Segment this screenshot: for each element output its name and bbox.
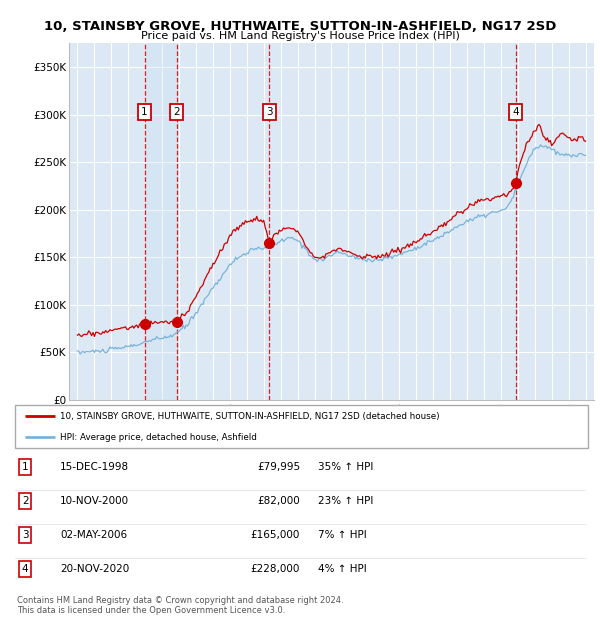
Text: Price paid vs. HM Land Registry's House Price Index (HPI): Price paid vs. HM Land Registry's House … — [140, 31, 460, 41]
Text: 23% ↑ HPI: 23% ↑ HPI — [318, 496, 373, 506]
Bar — [145, 43, 177, 400]
Text: £82,000: £82,000 — [257, 496, 300, 506]
Text: HPI: Average price, detached house, Ashfield: HPI: Average price, detached house, Ashf… — [59, 433, 257, 441]
Text: 1: 1 — [22, 462, 29, 472]
Text: 1: 1 — [141, 107, 148, 117]
Text: Contains HM Land Registry data © Crown copyright and database right 2024.
This d: Contains HM Land Registry data © Crown c… — [17, 596, 343, 615]
Text: £79,995: £79,995 — [257, 462, 300, 472]
Text: £165,000: £165,000 — [251, 530, 300, 540]
Text: 4: 4 — [22, 564, 29, 574]
FancyBboxPatch shape — [15, 405, 588, 448]
Text: 7% ↑ HPI: 7% ↑ HPI — [318, 530, 367, 540]
Text: 2: 2 — [22, 496, 29, 506]
Text: 02-MAY-2006: 02-MAY-2006 — [60, 530, 127, 540]
Text: 4: 4 — [512, 107, 519, 117]
Text: 10, STAINSBY GROVE, HUTHWAITE, SUTTON-IN-ASHFIELD, NG17 2SD (detached house): 10, STAINSBY GROVE, HUTHWAITE, SUTTON-IN… — [59, 412, 439, 420]
Text: 3: 3 — [22, 530, 29, 540]
Text: £228,000: £228,000 — [251, 564, 300, 574]
Text: 15-DEC-1998: 15-DEC-1998 — [60, 462, 129, 472]
Text: 4% ↑ HPI: 4% ↑ HPI — [318, 564, 367, 574]
Text: 35% ↑ HPI: 35% ↑ HPI — [318, 462, 373, 472]
Text: 20-NOV-2020: 20-NOV-2020 — [60, 564, 129, 574]
Text: 2: 2 — [173, 107, 180, 117]
Text: 10, STAINSBY GROVE, HUTHWAITE, SUTTON-IN-ASHFIELD, NG17 2SD: 10, STAINSBY GROVE, HUTHWAITE, SUTTON-IN… — [44, 20, 556, 33]
Text: 3: 3 — [266, 107, 272, 117]
Text: 10-NOV-2000: 10-NOV-2000 — [60, 496, 129, 506]
